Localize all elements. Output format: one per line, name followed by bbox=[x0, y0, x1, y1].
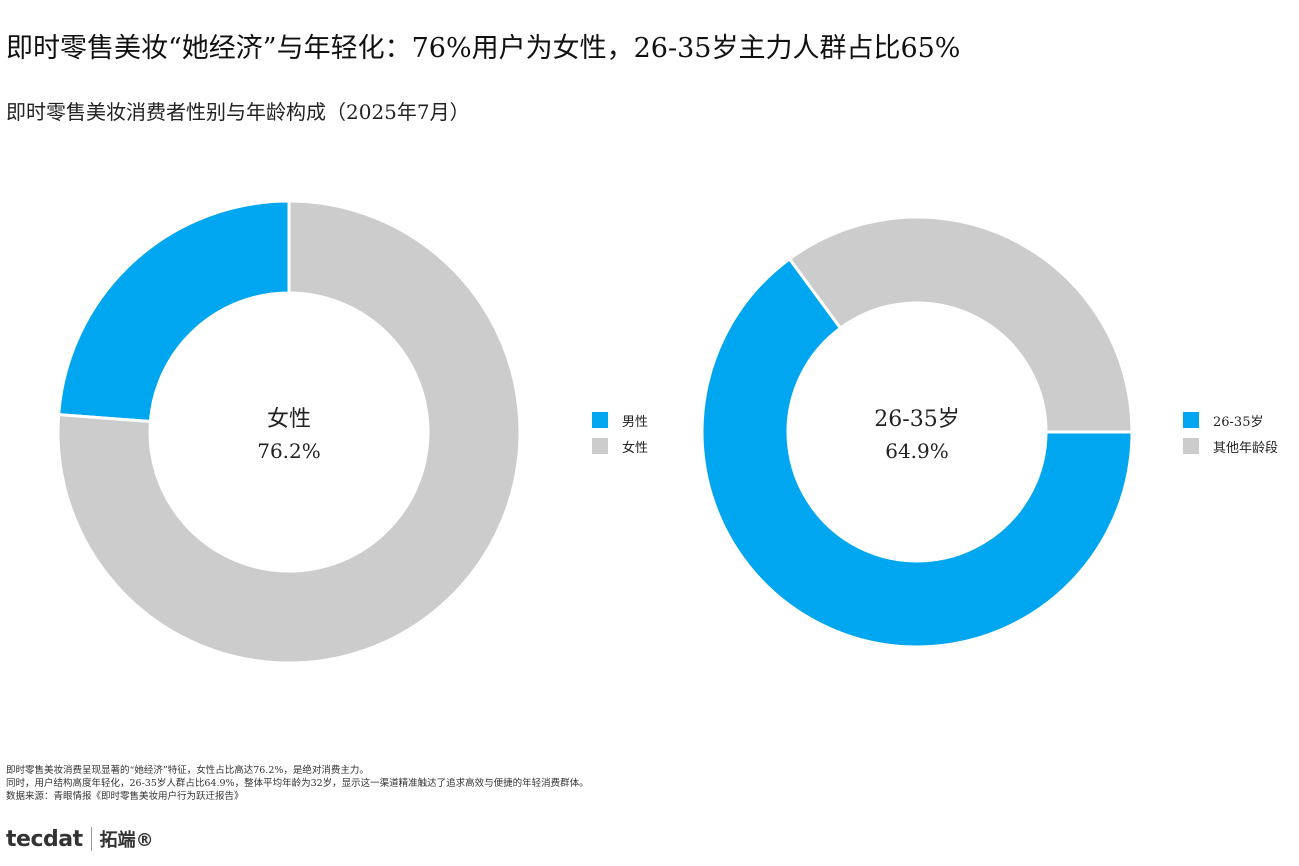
page-title: 即时零售美妆“她经济”与年轻化：76%用户为女性，26-35岁主力人群占比65% bbox=[6, 33, 961, 64]
logo-divider bbox=[90, 827, 92, 851]
legend-label-26-35: 26-35岁 bbox=[1213, 414, 1264, 430]
brand-logo: tecdat 拓端® bbox=[6, 822, 154, 856]
logo-mark: tecdat bbox=[6, 826, 83, 852]
footnote: 即时零售美妆消费呈现显著的“她经济”特征，女性占比高达76.2%，是绝对消费主力… bbox=[6, 764, 589, 803]
donut-gender-center-label: 女性 bbox=[267, 407, 311, 432]
donut-age-slices bbox=[700, 215, 1134, 649]
legend-label-female: 女性 bbox=[622, 440, 649, 456]
footnote-source: 数据来源：青眼情报《即时零售美妆用户行为跃迁报告》 bbox=[6, 791, 244, 802]
donut-age-center-label: 26-35岁 bbox=[874, 407, 959, 432]
donut-age: 26-35岁 64.9% bbox=[700, 215, 1134, 649]
legend-label-male: 男性 bbox=[622, 414, 649, 430]
legend-item-female: 女性 bbox=[592, 436, 648, 456]
donut-age-slice-1 bbox=[700, 256, 1134, 649]
donut-age-center-value: 64.9% bbox=[885, 439, 949, 463]
logo-chinese-name: 拓端® bbox=[99, 830, 154, 851]
legend-swatch-other-ages bbox=[1183, 438, 1199, 454]
donut-gender-center-value: 76.2% bbox=[257, 439, 321, 463]
chart-subtitle: 即时零售美妆消费者性别与年龄构成（2025年7月） bbox=[6, 100, 470, 124]
footnote-line-1: 即时零售美妆消费呈现显著的“她经济”特征，女性占比高达76.2%，是绝对消费主力… bbox=[6, 765, 369, 776]
legend-gender: 男性 女性 bbox=[592, 410, 648, 462]
footnote-line-2: 同时，用户结构高度年轻化，26-35岁人群占比64.9%，整体平均年龄为32岁，… bbox=[6, 778, 589, 789]
legend-label-other-ages: 其他年龄段 bbox=[1213, 440, 1279, 456]
donut-gender-slice-2 bbox=[56, 199, 522, 665]
legend-swatch-female bbox=[592, 438, 608, 454]
legend-item-male: 男性 bbox=[592, 410, 648, 430]
legend-age: 26-35岁 其他年龄段 bbox=[1183, 410, 1278, 462]
legend-swatch-26-35 bbox=[1183, 412, 1199, 428]
legend-swatch-male bbox=[592, 412, 608, 428]
legend-item-26-35: 26-35岁 bbox=[1183, 410, 1278, 430]
donut-gender-slice-1 bbox=[57, 199, 291, 424]
donut-gender-slices bbox=[56, 199, 522, 665]
legend-item-other-ages: 其他年龄段 bbox=[1183, 436, 1278, 456]
donut-gender: 女性 76.2% bbox=[56, 199, 522, 665]
donut-age-slice-2 bbox=[787, 215, 1134, 434]
